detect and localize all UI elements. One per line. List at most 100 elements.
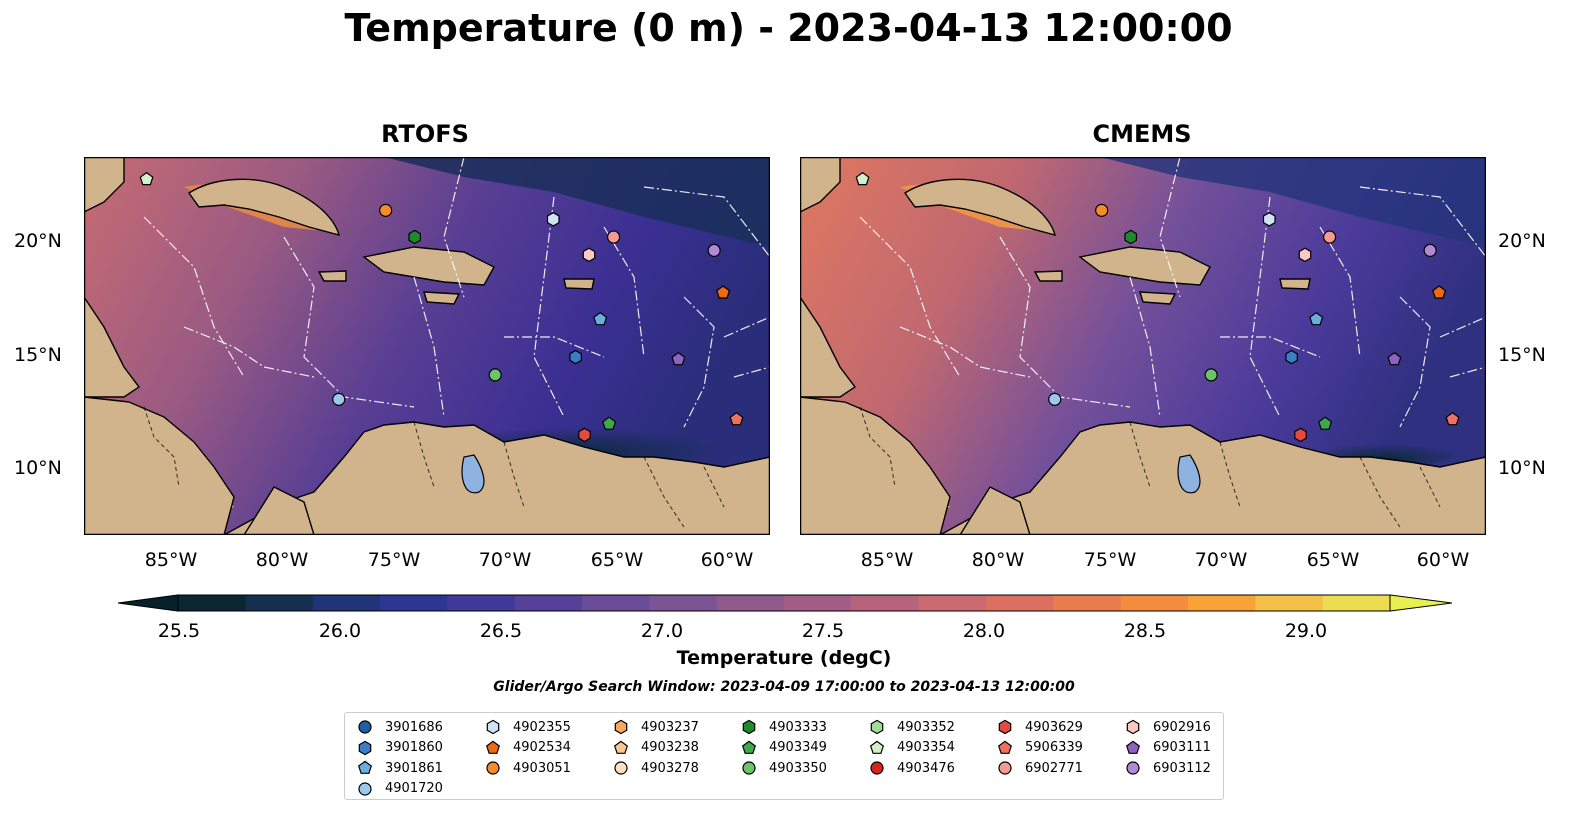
lat-label-15n: 15°N bbox=[14, 344, 62, 366]
map-frame bbox=[800, 157, 1486, 535]
float-marker bbox=[569, 349, 582, 365]
colorbar-tick-26-0: 26.0 bbox=[318, 620, 362, 642]
legend-label: 4903354 bbox=[897, 740, 955, 756]
float-marker bbox=[1048, 392, 1062, 406]
lat-label-10n-right: 10°N bbox=[1498, 457, 1546, 479]
legend-label: 4903333 bbox=[769, 719, 827, 735]
colorbar-segment bbox=[582, 595, 650, 611]
colorbar-segment bbox=[514, 595, 583, 611]
legend-item: 5906339 bbox=[997, 738, 1083, 759]
legend-item: 4903349 bbox=[741, 738, 827, 759]
float-marker bbox=[578, 427, 591, 443]
colorbar-segment bbox=[1322, 595, 1391, 611]
legend-item: 4903350 bbox=[741, 758, 827, 779]
circle-marker-icon bbox=[358, 720, 372, 734]
map-canvas-rtofs bbox=[84, 157, 770, 535]
legend-label: 3901860 bbox=[385, 740, 443, 756]
lat-label-10n: 10°N bbox=[14, 457, 62, 479]
float-marker bbox=[582, 247, 596, 263]
lat-label-20n: 20°N bbox=[14, 230, 62, 252]
float-marker bbox=[1423, 243, 1437, 257]
float-marker bbox=[1322, 230, 1337, 244]
float-marker bbox=[1095, 203, 1109, 217]
legend-column: 4903352 4903354 4903476 bbox=[869, 717, 955, 779]
float-markers bbox=[139, 171, 744, 443]
pentagon-marker-icon bbox=[1125, 740, 1141, 754]
legend-item: 4903237 bbox=[613, 717, 699, 738]
legend-item: 4902355 bbox=[485, 717, 571, 738]
colorbar-segment bbox=[716, 595, 785, 611]
float-marker bbox=[546, 212, 560, 227]
lon-label-85w: 85°W bbox=[860, 549, 914, 571]
lon-label-65w: 65°W bbox=[1306, 549, 1360, 571]
legend-item: 3901686 bbox=[357, 717, 443, 738]
float-marker bbox=[1204, 368, 1218, 382]
circle-marker-icon bbox=[870, 761, 884, 775]
float-marker bbox=[379, 203, 393, 217]
colorbar bbox=[118, 594, 1452, 612]
circle-marker-icon bbox=[742, 761, 756, 775]
float-legend: 3901686 3901860 3901861 4901720 4902355 49025… bbox=[344, 712, 1224, 800]
atlantic-cool-region bbox=[384, 157, 770, 247]
lon-label-80w: 80°W bbox=[255, 549, 309, 571]
map-frame bbox=[84, 157, 770, 535]
legend-label: 6903112 bbox=[1153, 760, 1211, 776]
legend-item: 4903354 bbox=[869, 738, 955, 759]
legend-label: 6903111 bbox=[1153, 740, 1211, 756]
circle-marker-icon bbox=[1126, 761, 1140, 775]
hexagon-marker-icon bbox=[1126, 719, 1140, 735]
hexagon-marker-icon bbox=[998, 719, 1012, 735]
colorbar-extend-low bbox=[118, 594, 179, 612]
colorbar-segment bbox=[649, 595, 718, 611]
pentagon-marker-icon bbox=[357, 760, 373, 775]
float-marker bbox=[707, 243, 721, 257]
map-panel-cmems bbox=[800, 157, 1486, 535]
eez-boundaries bbox=[859, 157, 1486, 428]
legend-label: 4903629 bbox=[1025, 719, 1083, 735]
float-marker bbox=[1445, 412, 1460, 426]
colorbar-tick-28-0: 28.0 bbox=[962, 620, 1006, 642]
colorbar-tick-25-5: 25.5 bbox=[157, 620, 201, 642]
float-marker bbox=[602, 416, 617, 430]
legend-label: 4903237 bbox=[641, 719, 699, 735]
circle-marker-icon bbox=[358, 782, 372, 796]
search-window-note: Glider/Argo Search Window: 2023-04-09 17… bbox=[493, 679, 1075, 695]
legend-label: 4903278 bbox=[641, 760, 699, 776]
colorbar-tick-29-0: 29.0 bbox=[1284, 620, 1328, 642]
colorbar-tick-27-5: 27.5 bbox=[801, 620, 845, 642]
colorbar-segment bbox=[380, 595, 448, 611]
pentagon-marker-icon bbox=[869, 740, 885, 754]
colorbar-segment bbox=[1120, 595, 1189, 611]
landmasses bbox=[84, 157, 770, 535]
legend-item: 4901720 bbox=[357, 779, 443, 800]
float-marker bbox=[1262, 212, 1276, 227]
colorbar-segment bbox=[312, 595, 381, 611]
lon-label-70w: 70°W bbox=[478, 549, 532, 571]
legend-column: 4902355 4902534 4903051 bbox=[485, 717, 571, 779]
float-marker bbox=[1318, 416, 1333, 430]
colorbar-extend-high bbox=[1389, 594, 1452, 612]
lon-label-65w: 65°W bbox=[590, 549, 644, 571]
colorbar-tick-28-5: 28.5 bbox=[1123, 620, 1167, 642]
legend-column: 6902916 6903111 6903112 bbox=[1125, 717, 1211, 779]
lake-maracaibo bbox=[461, 454, 485, 494]
circle-marker-icon bbox=[486, 761, 500, 775]
hexagon-marker-icon bbox=[614, 719, 628, 735]
legend-label: 3901861 bbox=[385, 760, 443, 776]
legend-item: 3901861 bbox=[357, 758, 443, 779]
legend-label: 6902771 bbox=[1025, 760, 1083, 776]
pentagon-marker-icon bbox=[741, 740, 757, 754]
float-marker bbox=[488, 368, 502, 382]
panel-title-cmems: CMEMS bbox=[1092, 120, 1192, 148]
colorbar-segment bbox=[245, 595, 314, 611]
panel-title-rtofs: RTOFS bbox=[381, 120, 469, 148]
colorbar-tick-26-5: 26.5 bbox=[479, 620, 523, 642]
eez-boundaries bbox=[143, 157, 770, 428]
float-marker bbox=[1294, 427, 1307, 443]
float-markers bbox=[855, 171, 1460, 443]
lon-label-70w: 70°W bbox=[1194, 549, 1248, 571]
legend-item: 6903111 bbox=[1125, 738, 1211, 759]
float-marker bbox=[1124, 229, 1137, 245]
legend-item: 3901860 bbox=[357, 738, 443, 759]
legend-label: 4903051 bbox=[513, 760, 571, 776]
